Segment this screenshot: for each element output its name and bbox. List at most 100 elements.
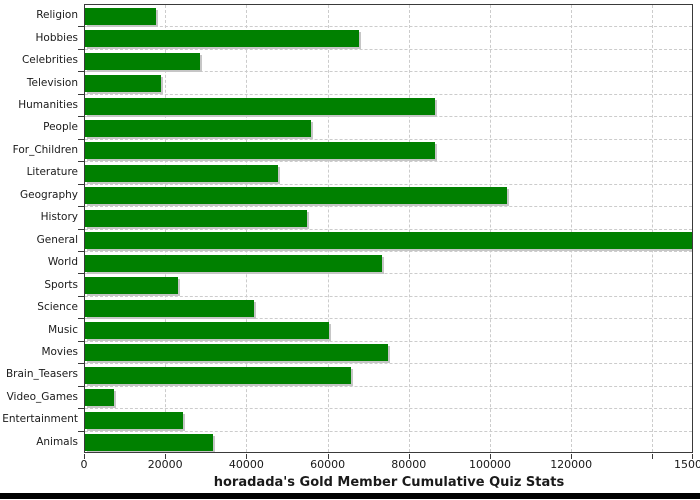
bar [85,187,507,205]
h-gridline [85,273,692,275]
x-tick-label: 100000 [469,458,511,471]
category-label: For_Children [12,143,78,156]
h-gridline [85,93,692,95]
category-label: Geography [20,188,78,201]
y-axis-tick [78,430,84,432]
category-label: Science [37,301,78,314]
v-gridline [652,5,654,452]
bar [85,277,179,295]
bottom-black-strip [0,493,700,499]
category-label: Celebrities [21,54,78,67]
plot-area [84,4,693,453]
h-gridline [85,363,692,365]
category-label: Animals [36,435,78,448]
bar [85,209,308,227]
category-label: Television [26,76,78,89]
bar [85,97,435,115]
category-label: Humanities [18,99,78,112]
category-label: Hobbies [35,31,79,44]
y-axis-tick [78,340,84,342]
bar [85,142,436,160]
y-axis-tick [78,228,84,230]
category-label: Music [48,323,78,336]
x-axis-tick [246,454,248,459]
h-gridline [85,385,692,387]
h-gridline [85,183,692,185]
y-axis-tick [78,161,84,163]
category-label: Entertainment [2,413,78,426]
y-axis-tick [78,273,84,275]
x-axis-tick [490,454,491,459]
bar [85,30,359,48]
bar [85,389,115,407]
category-label: General [36,233,78,246]
v-gridline [571,5,573,452]
h-gridline [85,408,692,410]
y-axis-tick [78,408,84,410]
x-tick-label: 120000 [550,458,593,471]
x-axis-tick [571,454,573,459]
y-axis-tick [78,48,84,50]
y-axis-tick [78,385,84,387]
h-gridline [85,340,692,342]
v-gridline [490,5,491,452]
h-gridline [85,228,692,230]
bar [85,232,692,250]
category-label: Video_Games [6,390,78,403]
bar [85,119,312,137]
h-gridline [85,26,692,28]
x-tick-label: 60000 [310,458,346,471]
h-gridline [85,430,692,432]
category-label: Brain_Teasers [5,368,78,381]
h-gridline [85,250,692,252]
y-axis-tick [78,295,84,297]
y-axis-tick [78,318,84,320]
category-label: Sports [44,278,78,291]
x-axis-tick [84,454,85,459]
y-axis-tick [78,363,84,365]
y-axis-tick [78,116,84,118]
x-tick-label: 0 [80,458,88,471]
x-axis-tick [327,454,329,459]
v-gridline [165,5,167,452]
h-gridline [85,161,692,163]
h-gridline [85,71,692,73]
bar [85,299,254,317]
h-gridline [85,138,692,140]
chart-title: horadada's Gold Member Cumulative Quiz S… [213,475,565,490]
y-axis-tick [78,93,84,95]
bar [85,52,200,70]
category-label: Literature [26,166,78,179]
v-gridline [408,5,410,452]
category-label: Religion [36,9,78,22]
x-axis-tick [652,454,654,459]
y-axis-tick [78,206,84,208]
x-tick-label: 40000 [228,458,264,471]
bar [85,411,184,429]
category-label: People [43,121,78,134]
v-gridline [327,5,329,452]
y-axis-tick [78,138,84,140]
x-axis-tick [165,454,167,459]
h-gridline [85,116,692,118]
bar [85,7,156,25]
y-axis-tick [78,250,84,252]
category-label: World [47,256,78,269]
x-axis-tick [692,454,693,459]
x-tick-label: 20000 [147,458,183,471]
bar [85,434,213,452]
y-axis-tick [78,26,84,28]
h-gridline [85,295,692,297]
y-axis-tick [78,183,84,185]
v-gridline [246,5,248,452]
bar [85,164,278,182]
bar [85,75,161,93]
bar [85,344,389,362]
bar [85,322,330,339]
x-tick-label: 80000 [391,458,427,471]
category-label: Movies [41,345,78,358]
category-label: History [40,211,78,224]
h-gridline [85,318,692,320]
h-gridline [85,206,692,208]
